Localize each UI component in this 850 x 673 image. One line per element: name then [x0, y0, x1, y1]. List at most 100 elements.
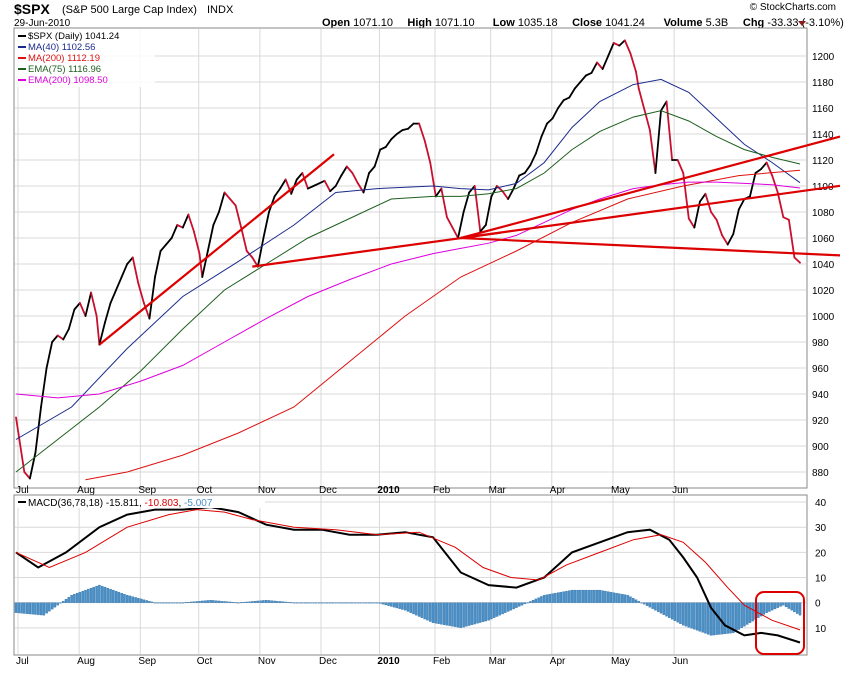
spx-price-segment: [585, 72, 593, 77]
macd-panel: [13, 494, 808, 656]
price-y-tick: 920: [812, 416, 829, 427]
macd-hist-bar: [237, 602, 240, 604]
macd-hist-bar: [334, 602, 337, 604]
macd-legend-bg: [15, 496, 265, 508]
spx-price-segment: [787, 218, 796, 259]
macd-hist-bar: [248, 601, 251, 603]
macd-hist-bar: [679, 602, 682, 624]
macd-hist-bar: [573, 589, 577, 603]
spx-price-segment: [726, 233, 735, 246]
spx-price-segment: [307, 185, 315, 190]
macd-hist-bar: [726, 602, 729, 634]
macd-hist-bar: [292, 602, 296, 604]
macd-hist-bar: [253, 601, 257, 603]
macd-hist-bar: [298, 602, 301, 604]
macd-hist-bar: [698, 602, 702, 632]
macd-hist-bar: [745, 602, 749, 625]
spx-price-segment: [334, 174, 343, 187]
macd-hist-bar: [737, 602, 741, 630]
trendline: [460, 184, 841, 240]
spx-price-segment: [262, 211, 270, 239]
macd-hist-bar: [445, 602, 449, 626]
spx-price-segment: [295, 172, 304, 181]
macd-hist-bar: [217, 600, 221, 603]
macd-hist-bar: [331, 602, 335, 604]
macd-hist-bar: [259, 600, 262, 603]
spx-price-segment: [749, 172, 757, 198]
spx-price-segment: [223, 191, 231, 200]
macd-hist-bar: [256, 600, 260, 603]
price-x-tick: Jul: [16, 485, 29, 496]
macd-hist-bar: [373, 602, 376, 604]
spx-price-segment: [73, 302, 81, 311]
macd-hist-bar: [765, 602, 768, 613]
macd-hist-bar: [604, 590, 607, 603]
ema75-line: [15, 110, 801, 473]
price-series: [15, 39, 801, 481]
macd-hist-bar: [112, 589, 115, 603]
spx-price-segment: [540, 122, 548, 138]
macd-hist-bar: [125, 594, 129, 603]
legend-label: EMA(75) 1116.96: [28, 64, 101, 75]
macd-hist-bar: [495, 602, 499, 617]
macd-hist-bar: [56, 602, 59, 606]
macd-x-tick: Jun: [672, 656, 688, 667]
macd-hist-bar: [787, 602, 791, 609]
macd-hist-bar: [601, 590, 604, 603]
macd-hist-bar: [598, 589, 602, 603]
macd-hist-bar: [704, 602, 707, 634]
spx-price-segment: [429, 161, 437, 198]
spx-price-segment: [660, 100, 668, 112]
spx-price-segment: [170, 224, 179, 239]
macd-y-tick: 0: [815, 599, 821, 610]
legend-label: MA(40) 1102.56: [28, 42, 95, 53]
macd-hist-bar: [239, 602, 243, 604]
spx-price-segment: [710, 211, 718, 221]
macd-hist-bar: [212, 600, 215, 603]
spx-price-segment: [715, 218, 724, 237]
price-x-tick: Sep: [138, 485, 156, 496]
macd-hist-bar: [370, 602, 374, 604]
spx-price-segment: [637, 87, 646, 111]
macd-hist-bar: [492, 602, 496, 618]
macd-hist-bar: [381, 602, 385, 605]
spx-price-segment: [340, 165, 348, 177]
macd-hist-bar: [534, 598, 538, 603]
macd-hist-bar: [590, 589, 593, 603]
macd-hist-bar: [403, 602, 407, 611]
macd-hist-bar: [556, 592, 560, 603]
price-x-tick: Feb: [433, 485, 451, 496]
macd-hist-bar: [267, 600, 271, 603]
macd-hist-bar: [323, 602, 326, 604]
spx-price-segment: [120, 263, 129, 278]
macd-hist-bar: [223, 601, 226, 603]
spx-price-segment: [23, 471, 31, 480]
spx-price-segment: [90, 291, 98, 317]
spx-price-segment: [793, 256, 801, 264]
spx-price-segment: [279, 178, 287, 190]
macd-hist-bar: [320, 602, 324, 604]
spx-price-segment: [67, 308, 76, 330]
macd-hist-bar: [712, 602, 716, 636]
macd-hist-bar: [37, 602, 40, 615]
macd-hist-bar: [454, 602, 457, 627]
macd-hist-bar: [226, 601, 229, 603]
macd-hist-bar: [440, 602, 443, 625]
macd-hist-bar: [795, 602, 799, 614]
macd-hist-bar: [462, 602, 465, 628]
macd-hist-bar: [95, 585, 98, 603]
macd-hist-bar: [509, 602, 513, 611]
macd-line: [15, 506, 801, 644]
macd-hist-bar: [139, 598, 143, 603]
macd-hist-bar: [351, 602, 354, 604]
spx-price-segment: [84, 291, 92, 317]
macd-hist-bar: [70, 594, 73, 603]
price-x-tick: Jun: [672, 485, 688, 496]
macd-hist-bar: [757, 602, 760, 618]
macd-hist-bar: [793, 602, 796, 613]
spx-price-segment: [198, 252, 204, 278]
macd-hist-bar: [565, 590, 568, 603]
spx-price-segment: [201, 250, 209, 278]
macd-hist-bar: [734, 602, 738, 632]
price-y-tick: 1160: [812, 104, 834, 115]
